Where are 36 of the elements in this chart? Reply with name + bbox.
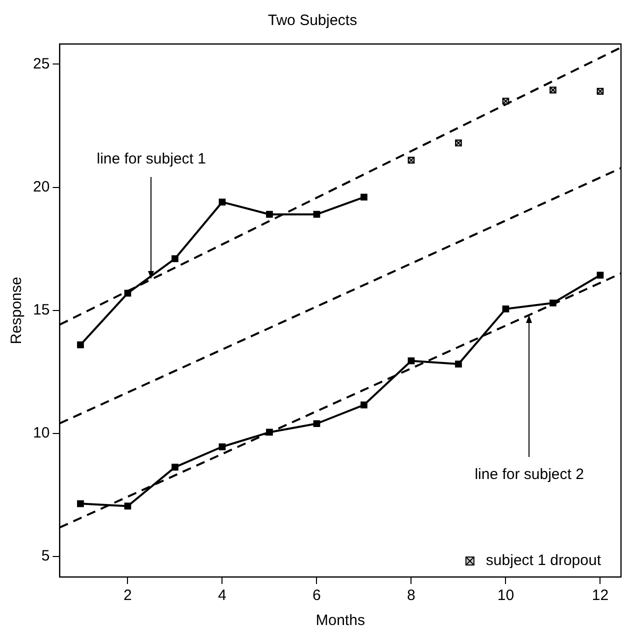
x-tick-label: 12 (592, 587, 609, 604)
point (77, 500, 84, 508)
y-tick-label: 5 (41, 548, 50, 565)
point (502, 305, 510, 312)
point (172, 464, 178, 471)
point (313, 210, 320, 218)
annotation: line for subject 2 (474, 466, 584, 483)
x-tick-label: 4 (218, 587, 226, 604)
point (550, 300, 556, 306)
point (218, 198, 226, 206)
point (596, 272, 604, 279)
point (124, 290, 132, 297)
point (455, 360, 462, 368)
legend-label: subject 1 dropout (486, 552, 602, 570)
x-tick-label: 2 (124, 587, 132, 604)
point (360, 401, 368, 408)
x-axis-title: Months (316, 612, 365, 630)
x-tick-label: 10 (497, 587, 514, 604)
point (77, 341, 84, 348)
point (172, 255, 178, 262)
annotation: line for subject 1 (96, 150, 206, 168)
chart-title: Two Subjects (268, 12, 358, 30)
y-tick-label: 15 (32, 302, 50, 319)
point (124, 502, 132, 510)
x-tick-label: 8 (407, 587, 416, 604)
y-tick-label: 20 (32, 178, 50, 196)
y-axis-title: Response (8, 276, 26, 344)
point (218, 443, 226, 450)
y-tick-label: 10 (32, 424, 50, 442)
y-tick-label: 25 (32, 55, 50, 72)
point (360, 194, 368, 201)
point (266, 210, 273, 218)
point (313, 420, 320, 428)
x-tick-label: 6 (312, 587, 321, 604)
point (408, 357, 415, 364)
point (266, 428, 273, 436)
